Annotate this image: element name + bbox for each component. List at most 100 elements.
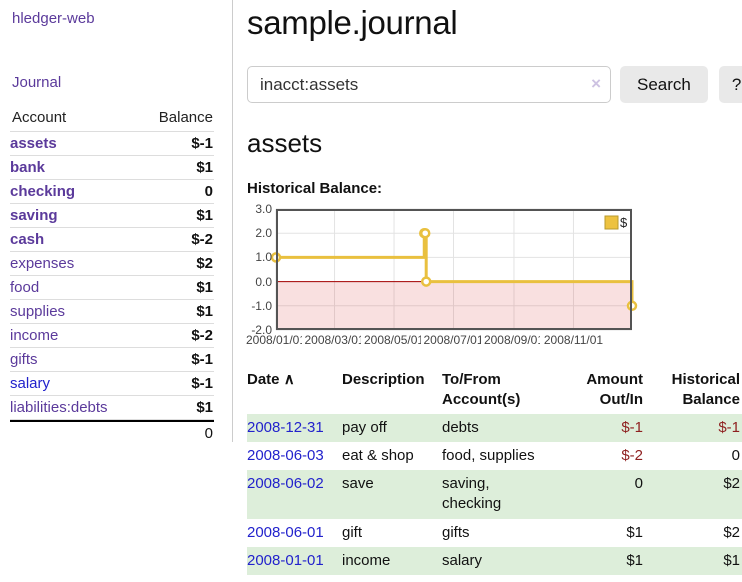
account-row: income $-2 [10,324,214,348]
y-axis-tick-label: 1.0 [255,250,272,265]
transaction-balance: $1 [723,551,740,569]
sort-asc-icon: ∧ [283,371,295,388]
transaction-description: pay off [342,418,387,436]
transaction-balance: $-1 [718,418,740,436]
account-balance: $1 [138,396,214,420]
transaction-accounts: debts [442,418,479,436]
account-balance: $-1 [138,348,214,372]
transaction-date-link[interactable]: 2008-12-31 [247,418,324,436]
account-balance: $-1 [138,132,214,156]
account-row: checking 0 [10,180,214,204]
account-heading: assets [247,128,323,158]
help-button[interactable]: ? [718,66,742,103]
accounts-header-row: Account Balance [10,106,214,132]
accounts-total-value: 0 [138,420,214,445]
account-link[interactable]: gifts [10,351,38,368]
transaction-amount: $1 [626,551,643,569]
transaction-accounts: salary [442,551,483,569]
clear-search-icon[interactable]: × [591,74,601,93]
transaction-accounts: gifts [442,523,470,541]
register-header-row: Date ∧ Description To/From Account(s) Am… [247,367,742,414]
account-link[interactable]: bank [10,159,46,176]
plot-border [276,209,632,330]
register-row: 2008-12-31 pay off debts $-1 $-1 [247,413,742,442]
account-link[interactable]: liabilities:debts [10,399,108,416]
account-row: supplies $1 [10,300,214,324]
account-balance: $2 [138,252,214,276]
main-content: sample.journal × Search ? assets Histori… [233,0,742,582]
account-row: saving $1 [10,204,214,228]
x-axis-tick-label: 2008/11/01 [540,333,607,348]
transaction-amount: $-1 [621,418,643,436]
account-row: expenses $2 [10,252,214,276]
sidebar-item-journal[interactable]: Journal [12,74,62,91]
account-balance: $1 [138,300,214,324]
search-button[interactable]: Search [620,66,708,103]
account-balance: $-2 [138,228,214,252]
register-row: 2008-06-01 gift gifts $1 $2 [247,519,742,547]
account-balance: $-1 [138,372,214,396]
page-title: sample.journal [247,4,458,41]
transaction-date-link[interactable]: 2008-01-01 [247,551,324,569]
search-box: × [247,66,611,103]
transaction-amount: $-2 [621,446,643,464]
register-table: Date ∧ Description To/From Account(s) Am… [247,367,742,575]
account-link[interactable]: salary [10,375,51,392]
account-balance: $1 [138,156,214,180]
account-row: gifts $-1 [10,348,214,372]
transaction-balance: $2 [723,475,740,492]
y-axis-tick-label: -2.0 [251,323,272,337]
x-axis-tick-label: 2008/01/01 [243,333,309,348]
transaction-description: save [342,475,374,492]
search-row: × Search ? [247,66,742,103]
transaction-amount: $1 [626,523,643,541]
register-header-amount: Amount Out/In [586,371,643,409]
account-row: cash $-2 [10,228,214,252]
x-axis-tick-label: 2008/09/01 [480,333,547,348]
register-row: 2008-06-02 save saving, checking 0 $2 [247,470,742,519]
transaction-description: eat & shop [342,446,414,464]
register-header-date[interactable]: Date ∧ [247,371,295,388]
account-balance: $-2 [138,324,214,348]
account-link[interactable]: saving [10,207,58,224]
account-row: assets $-1 [10,132,214,156]
y-axis-tick-label: 2.0 [255,226,272,241]
accounts-total-spacer [10,420,139,445]
account-balance: 0 [138,180,214,204]
transaction-accounts: food, supplies [442,446,535,464]
transaction-amount: 0 [634,475,643,492]
x-axis-tick-label: 2008/07/01 [420,333,487,348]
account-link[interactable]: food [10,279,40,296]
account-link[interactable]: checking [10,183,76,200]
account-link[interactable]: supplies [10,303,66,320]
account-link[interactable]: expenses [10,255,75,272]
y-axis-tick-label: 0.0 [255,274,272,289]
transaction-date-link[interactable]: 2008-06-01 [247,523,324,541]
account-row: bank $1 [10,156,214,180]
data-point-marker [419,227,431,239]
historical-balance-chart[interactable]: $3.0 2.0 1.0 0.0 -1.0 -2.0 2008/01/01 2008/03/0… [243,202,677,354]
register-header-accounts: To/From Account(s) [442,371,521,409]
chart-title: Historical Balance: [247,180,383,197]
transaction-balance: 0 [731,446,740,464]
transaction-date-link[interactable]: 2008-06-03 [247,446,324,464]
transaction-description: income [342,551,391,569]
transaction-date-link[interactable]: 2008-06-02 [247,475,324,492]
legend-label: $ [620,215,628,230]
app-brand-link[interactable]: hledger-web [12,10,95,27]
transaction-balance: $2 [723,523,740,541]
account-link[interactable]: assets [10,135,57,152]
transaction-accounts: saving, checking [442,475,502,513]
account-row: liabilities:debts $1 [10,396,214,420]
data-point-marker [420,276,432,287]
account-link[interactable]: income [10,327,59,344]
accounts-header-account: Account [10,106,139,132]
account-balance: $1 [138,204,214,228]
negative-region [276,281,632,330]
accounts-table: Account Balance assets $-1 bank $1 checking 0… [10,106,214,445]
x-axis-tick-label: 2008/03/01 [301,333,368,348]
register-row: 2008-06-03 eat & shop food, supplies $-2 0 [247,442,742,470]
account-link[interactable]: cash [10,231,45,248]
x-axis-tick-label: 2008/05/01 [361,333,428,348]
search-input[interactable] [247,66,611,103]
